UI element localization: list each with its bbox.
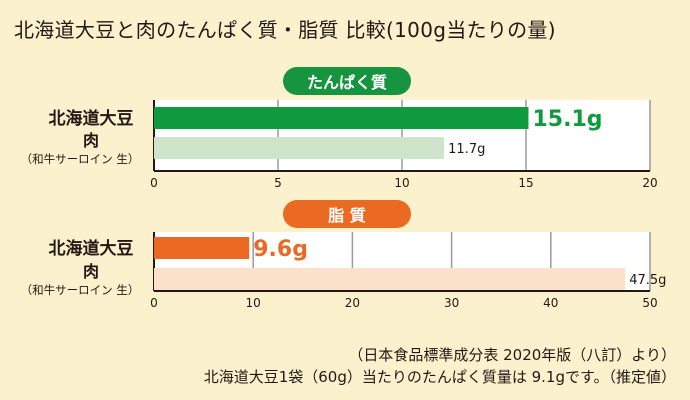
protein-tick-label: 15: [518, 176, 533, 190]
protein-tick-label: 5: [274, 176, 282, 190]
fat-tick-label: 10: [246, 296, 261, 310]
fat-tick-label: 30: [444, 296, 459, 310]
footnote-note: 北海道大豆1袋（60g）当たりのたんぱく質量は 9.1gです。（推定値）: [203, 368, 676, 386]
fat-value-label: 47.5g: [629, 273, 666, 288]
protein-value-label: 11.7g: [448, 142, 485, 157]
protein-section-label: たんぱく質: [283, 67, 411, 95]
fat-value-label: 9.6g: [253, 237, 308, 262]
protein-category-sublabel: （和牛サーロイン 生）: [21, 152, 140, 166]
footnote-source: （日本食品標準成分表 2020年版（八訂）より）: [348, 346, 676, 364]
chart-title: 北海道大豆と肉のたんぱく質・脂質 比較(100g当たりの量): [14, 18, 556, 42]
fat-category-sublabel: （和牛サーロイン 生）: [21, 283, 140, 297]
protein-value-label: 15.1g: [532, 107, 602, 132]
fat-tick-label: 20: [345, 296, 360, 310]
protein-tick-label: 10: [394, 176, 409, 190]
protein-tick-label: 20: [642, 176, 657, 190]
protein-bar-meat: [154, 137, 445, 159]
fat-category-label: 北海道大豆: [49, 238, 134, 259]
fat-category-label: 肉: [83, 262, 99, 281]
fat-tick-label: 50: [642, 296, 657, 310]
fat-section-label: 脂 質: [283, 200, 411, 228]
protein-category-label: 肉: [83, 131, 99, 150]
protein-bar-soy: [154, 107, 529, 129]
protein-tick-label: 0: [150, 176, 158, 190]
fat-tick-label: 40: [543, 296, 558, 310]
fat-tick-label: 0: [150, 296, 158, 310]
protein-category-label: 北海道大豆: [49, 108, 134, 129]
fat-bar-meat: [154, 268, 626, 290]
fat-bar-soy: [154, 237, 250, 259]
